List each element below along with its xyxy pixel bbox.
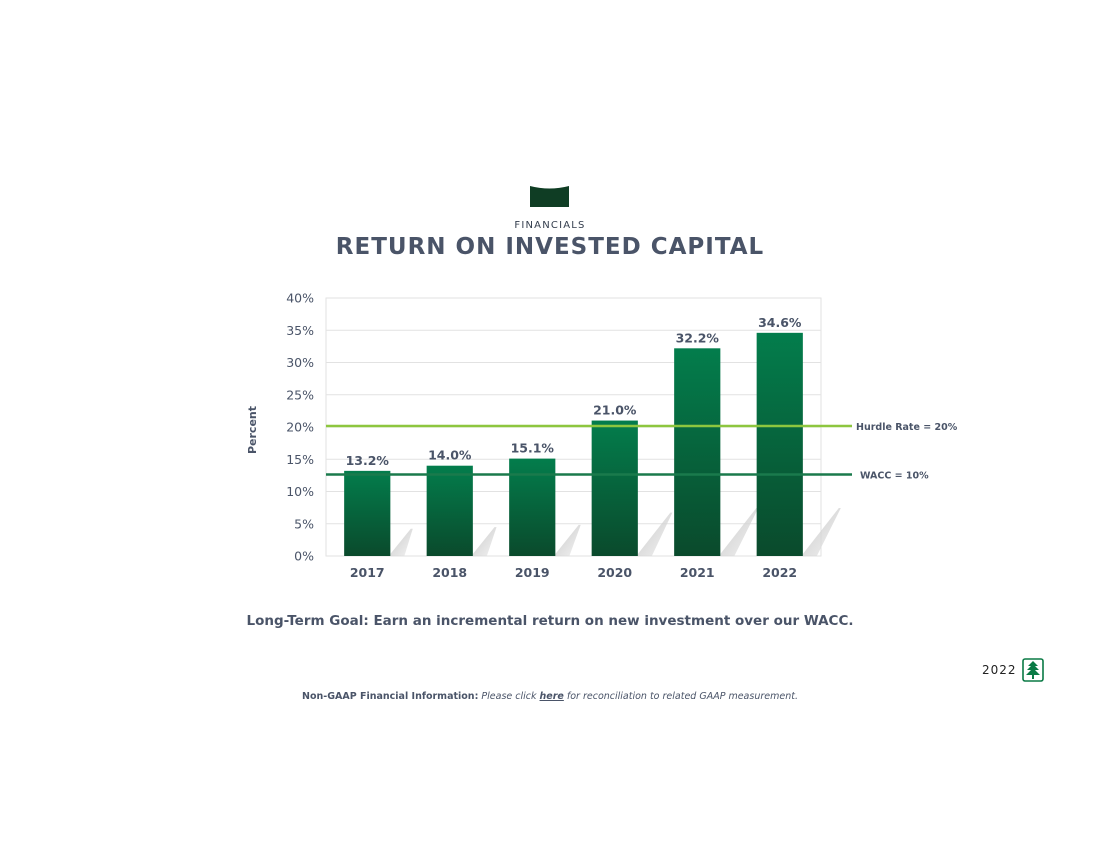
bar-2017: [344, 470, 391, 556]
data-label: 32.2%: [676, 330, 720, 345]
bar-2018: [426, 465, 473, 556]
bar-shadow: [472, 527, 497, 556]
y-tick-label: 40%: [286, 291, 314, 306]
x-tick-label: 2021: [680, 565, 715, 580]
x-tick-label: 2018: [432, 565, 467, 580]
bar-2021: [674, 348, 721, 556]
y-tick-label: 25%: [286, 387, 314, 402]
y-tick-label: 30%: [286, 355, 314, 370]
bar-shadow: [637, 512, 673, 556]
data-label: 34.6%: [758, 315, 802, 330]
bar-2020: [591, 420, 638, 556]
x-tick-label: 2017: [350, 565, 385, 580]
data-label: 14.0%: [428, 448, 472, 463]
roic-bar-chart: 0% 5% 10% 15% 20% 25% 30% 35% 40% Percent 13.2% 201…: [246, 291, 958, 581]
non-gaap-footnote: Non-GAAP Financial Information: Please c…: [0, 691, 1100, 702]
x-tick-label: 2022: [762, 565, 797, 580]
y-axis-label: Percent: [246, 406, 259, 454]
long-term-goal-text: Long-Term Goal: Earn an incremental retu…: [246, 613, 854, 629]
hurdle-rate-label: Hurdle Rate = 20%: [856, 422, 958, 433]
y-tick-label: 5%: [294, 516, 314, 531]
y-tick-label: 0%: [294, 549, 314, 564]
bar-shadow: [720, 508, 759, 556]
y-tick-label: 20%: [286, 420, 314, 435]
footnote-post-link: for reconciliation to related GAAP measu…: [566, 691, 798, 702]
bar-shadow: [555, 524, 581, 556]
footnote-pre-link: Please click: [481, 691, 537, 702]
section-label: FINANCIALS: [514, 220, 586, 231]
header-tab-mark: [530, 186, 569, 207]
data-label: 15.1%: [511, 441, 555, 456]
reconciliation-link[interactable]: here: [539, 691, 564, 702]
data-label: 13.2%: [346, 453, 390, 468]
bar-shadow: [390, 528, 413, 556]
evergreen-tree-icon: [1022, 658, 1044, 682]
footnote-heading: Non-GAAP Financial Information:: [302, 691, 479, 702]
y-tick-label: 35%: [286, 323, 314, 338]
bar-shadow: [802, 508, 841, 556]
footer-year: 2022: [982, 663, 1017, 677]
page-title: RETURN ON INVESTED CAPITAL: [335, 234, 765, 260]
wacc-label: WACC = 10%: [860, 471, 929, 482]
data-label: 21.0%: [593, 403, 637, 418]
x-tick-label: 2019: [515, 565, 550, 580]
x-tick-label: 2020: [597, 565, 632, 580]
bar-2019: [509, 458, 556, 556]
y-tick-label: 15%: [286, 452, 314, 467]
bar-2022: [756, 332, 803, 556]
y-tick-label: 10%: [286, 484, 314, 499]
